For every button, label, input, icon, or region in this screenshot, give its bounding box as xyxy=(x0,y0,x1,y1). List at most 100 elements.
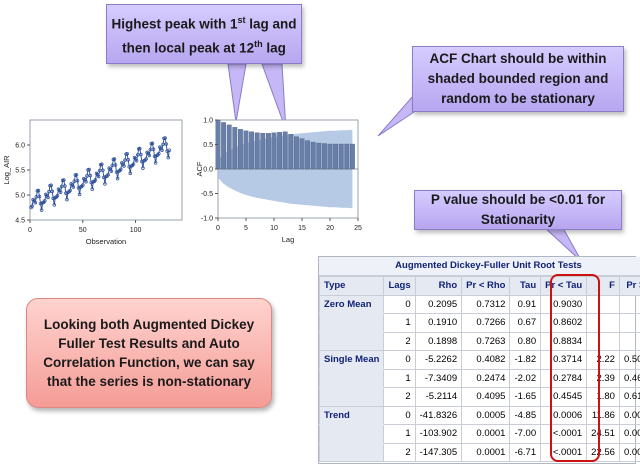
series-point xyxy=(72,179,77,183)
acf-y-tick-label: 0.5 xyxy=(203,142,213,149)
adf-cell-rho: 0.1910 xyxy=(414,313,463,333)
adf-cell-type: Single Mean xyxy=(318,350,385,370)
series-point xyxy=(59,184,64,189)
log-air-series-chart: 0 50 100 4.5 5.0 5.5 6.0 Observation Log_AIR xyxy=(2,119,183,246)
adf-cell-type: Trend xyxy=(318,405,385,425)
series-point xyxy=(81,183,85,187)
adf-cell-lags: 1 xyxy=(383,424,416,444)
acf-bar xyxy=(350,143,355,170)
acf-bar xyxy=(294,136,299,170)
series-point xyxy=(163,136,167,140)
adf-cell-tau: 0.80 xyxy=(509,331,542,351)
series-point xyxy=(161,142,165,147)
series-y-axis-label: Log_AIR xyxy=(2,155,11,185)
adf-cell-f xyxy=(586,294,620,314)
acf-bar xyxy=(254,132,260,170)
acf-callout-pointer xyxy=(377,93,415,137)
adf-cell-pr-f: 0.5053 xyxy=(618,350,640,370)
series-point xyxy=(125,151,129,156)
series-x-tick-label: 0 xyxy=(28,227,32,234)
acf-bar xyxy=(277,132,282,170)
adf-cell-pr-tau: 0.3714 xyxy=(540,350,588,370)
series-point xyxy=(160,148,164,152)
series-point xyxy=(71,185,76,189)
series-point xyxy=(74,172,79,177)
adf-cell-type xyxy=(318,387,385,407)
adf-cell-f: 2.39 xyxy=(586,368,620,388)
acf-bar xyxy=(266,133,271,170)
series-x-axis-label: Observation xyxy=(86,237,126,246)
adf-cell-type: Zero Mean xyxy=(318,294,385,314)
peak-line2-sup: th xyxy=(254,39,263,49)
adf-cell-lags: 1 xyxy=(383,368,416,388)
series-point xyxy=(37,194,42,199)
adf-cell-pr-tau: 0.0006 xyxy=(540,405,588,425)
series-point xyxy=(68,188,72,193)
adf-cell-f: 22.56 xyxy=(586,442,620,462)
adf-cell-pr-f xyxy=(618,294,640,314)
adf-cell-f xyxy=(586,313,620,333)
series-x-tick-label: 50 xyxy=(79,227,87,234)
acf-bar xyxy=(299,138,305,170)
adf-results-table: Augmented Dickey-Fuller Unit Root Tests … xyxy=(318,256,640,464)
series-point xyxy=(65,197,69,202)
series-point xyxy=(85,174,89,178)
adf-cell-f xyxy=(586,331,620,351)
peak-line2-prefix: then local peak at 12 xyxy=(122,40,255,56)
adf-cell-pr-rho: 0.0001 xyxy=(461,442,511,462)
col-type: Type xyxy=(318,276,385,296)
series-point xyxy=(96,174,101,179)
adf-cell-pr-f: 0.0010 xyxy=(618,442,640,462)
col-tau: Tau xyxy=(509,276,542,296)
adf-cell-pr-rho: 0.7266 xyxy=(461,313,511,333)
col-rho: Rho xyxy=(414,276,463,296)
adf-cell-rho: -147.305 xyxy=(414,442,463,462)
adf-cell-pr-rho: 0.4082 xyxy=(461,350,511,370)
acf-x-tick-label: 0 xyxy=(216,225,220,232)
adf-cell-lags: 0 xyxy=(383,405,416,425)
series-point xyxy=(151,147,156,151)
adf-cell-rho: 0.2095 xyxy=(414,294,463,314)
series-point xyxy=(164,142,168,146)
series-point xyxy=(34,195,39,199)
adf-cell-pr-f: 0.0010 xyxy=(618,405,640,425)
series-point xyxy=(62,178,66,182)
series-point xyxy=(126,157,130,162)
adf-row: Single Mean 0 -5.2262 0.4082 -1.82 0.3714 2.22… xyxy=(318,350,640,370)
series-y-tick-label: 4.5 xyxy=(15,218,25,225)
col-pr-rho: Pr < Rho xyxy=(461,276,511,296)
adf-cell-pr-rho: 0.4095 xyxy=(461,387,511,407)
series-point xyxy=(50,189,54,193)
adf-cell-tau: -1.65 xyxy=(509,387,542,407)
series-point xyxy=(166,155,171,160)
series-point xyxy=(87,167,91,172)
acf-bar xyxy=(221,122,226,170)
series-point xyxy=(135,153,140,157)
adf-cell-pr-tau: 0.4545 xyxy=(540,387,588,407)
acf-bar xyxy=(288,134,294,170)
acf-callout-line-3: random to be stationary xyxy=(441,91,595,106)
adf-cell-lags: 1 xyxy=(383,313,416,333)
series-point xyxy=(122,164,126,168)
series-point xyxy=(39,208,44,212)
acf-bar xyxy=(243,130,249,170)
adf-cell-pr-rho: 0.7312 xyxy=(461,294,511,314)
adf-cell-pr-f xyxy=(618,313,640,333)
col-pr-tau: Pr < Tau xyxy=(540,276,588,296)
adf-cell-tau: -6.71 xyxy=(509,442,542,462)
acf-x-tick-label: 15 xyxy=(298,225,306,232)
series-x-tick-label: 100 xyxy=(130,227,142,234)
series-point xyxy=(123,158,127,162)
acf-x-tick-label: 20 xyxy=(326,225,334,232)
series-y-tick-label: 5.0 xyxy=(15,193,25,200)
acf-x-tick-label: 10 xyxy=(270,225,278,232)
adf-cell-pr-tau: 0.9030 xyxy=(540,294,588,314)
adf-cell-rho: -41.8326 xyxy=(414,405,463,425)
series-point xyxy=(148,147,153,152)
adf-cell-type xyxy=(318,442,385,462)
acf-y-tick-label: -0.5 xyxy=(201,191,213,198)
series-point xyxy=(43,199,47,203)
